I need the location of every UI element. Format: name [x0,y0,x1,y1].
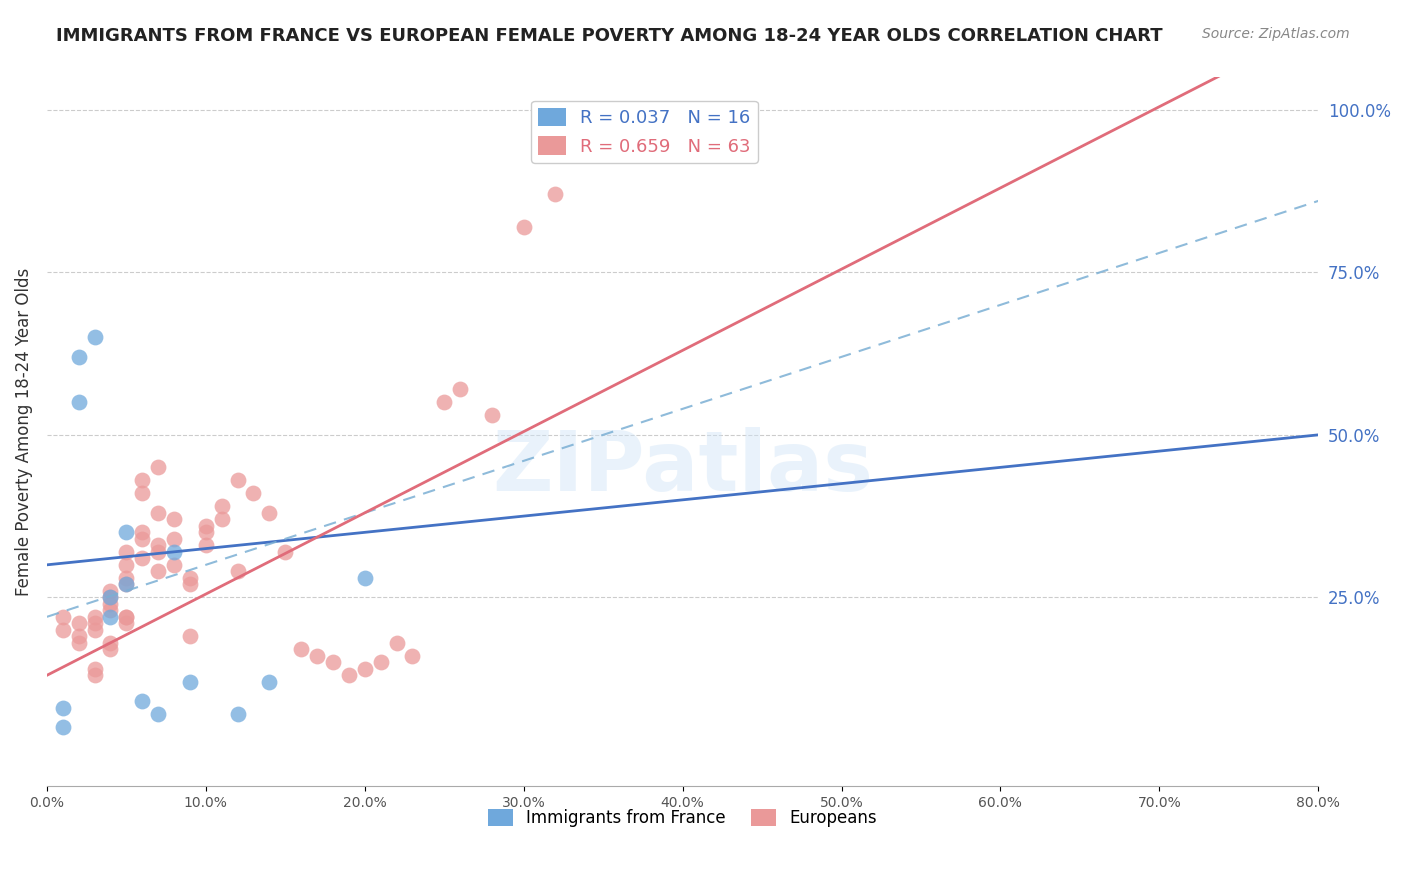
Point [83,616,105,631]
Point [242,486,264,500]
Point [131,532,153,546]
Point [163,512,186,526]
Point [131,474,153,488]
Point [100,642,122,657]
Point [274,545,297,559]
Point [100,603,122,617]
Point [194,538,217,552]
Text: ZIPatlas: ZIPatlas [492,426,873,508]
Point [179,674,201,689]
Point [163,558,186,572]
Y-axis label: Female Poverty Among 18-24 Year Olds: Female Poverty Among 18-24 Year Olds [15,268,32,596]
Point [100,591,122,605]
Point [146,538,169,552]
Point [194,519,217,533]
Point [592,110,614,124]
Point [100,610,122,624]
Point [226,707,249,722]
Point [67,350,90,364]
Point [115,610,138,624]
Point [179,577,201,591]
Point [131,551,153,566]
Point [179,571,201,585]
Point [290,642,312,657]
Point [259,674,281,689]
Point [146,545,169,559]
Point [83,610,105,624]
Point [115,558,138,572]
Point [83,623,105,637]
Point [481,409,503,423]
Legend: Immigrants from France, Europeans: Immigrants from France, Europeans [481,803,884,834]
Point [259,506,281,520]
Point [100,591,122,605]
Point [100,597,122,611]
Point [385,636,408,650]
Point [146,565,169,579]
Point [401,648,423,663]
Point [115,610,138,624]
Point [163,532,186,546]
Point [370,656,392,670]
Point [67,636,90,650]
Point [115,577,138,591]
Point [67,616,90,631]
Point [163,545,186,559]
Point [226,474,249,488]
Point [146,506,169,520]
Point [194,525,217,540]
Point [115,545,138,559]
Point [52,623,75,637]
Point [115,525,138,540]
Point [211,500,233,514]
Point [83,668,105,682]
Point [52,610,75,624]
Point [322,656,344,670]
Point [131,694,153,708]
Point [146,460,169,475]
Text: Source: ZipAtlas.com: Source: ZipAtlas.com [1202,27,1350,41]
Point [512,219,534,234]
Text: IMMIGRANTS FROM FRANCE VS EUROPEAN FEMALE POVERTY AMONG 18-24 YEAR OLDS CORRELAT: IMMIGRANTS FROM FRANCE VS EUROPEAN FEMAL… [56,27,1163,45]
Point [83,330,105,344]
Point [337,668,360,682]
Point [115,577,138,591]
Point [115,616,138,631]
Point [52,720,75,734]
Point [433,395,456,409]
Point [449,383,471,397]
Point [307,648,329,663]
Point [544,187,567,202]
Point [83,662,105,676]
Point [353,662,375,676]
Point [67,395,90,409]
Point [353,571,375,585]
Point [100,636,122,650]
Point [146,707,169,722]
Point [131,525,153,540]
Point [179,629,201,643]
Point [115,571,138,585]
Point [100,583,122,598]
Point [67,629,90,643]
Point [52,701,75,715]
Point [211,512,233,526]
Point [226,565,249,579]
Point [131,486,153,500]
